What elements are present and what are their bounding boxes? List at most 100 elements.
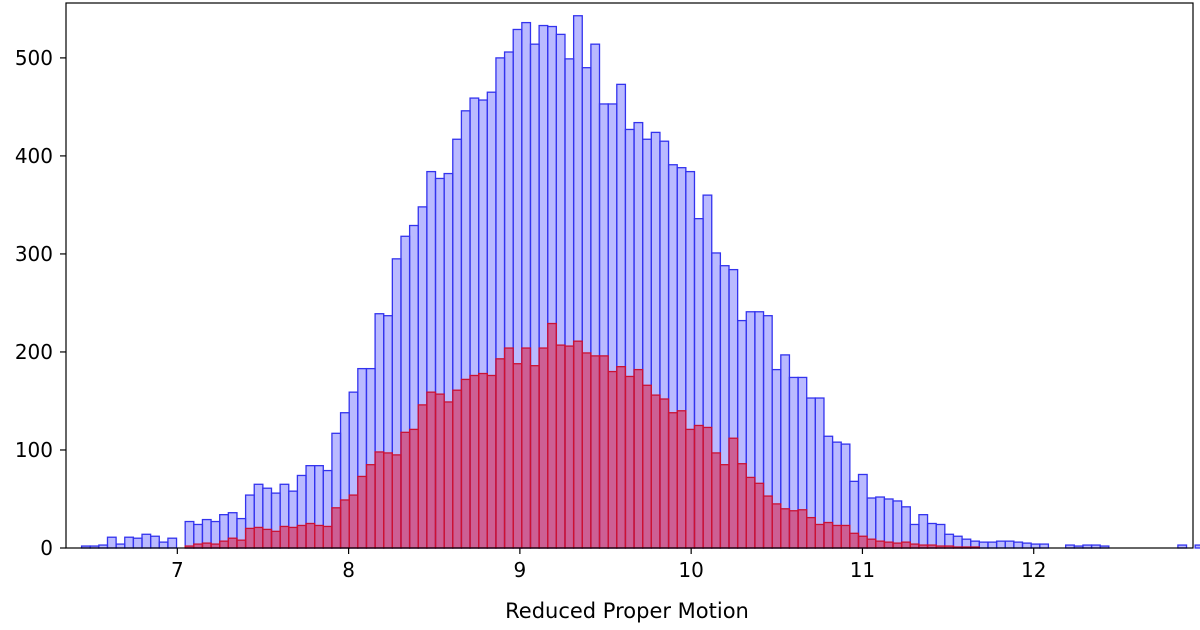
bar-red	[348, 494, 359, 549]
bar-red	[866, 538, 877, 549]
bar-red	[590, 355, 601, 549]
bar-red	[365, 464, 376, 549]
bar-red	[702, 426, 713, 549]
bar-red	[762, 495, 773, 549]
bar-red	[331, 507, 342, 549]
bar-red	[443, 401, 454, 549]
bar-red	[572, 340, 583, 549]
bar-red	[383, 452, 394, 549]
bar-blue	[926, 522, 937, 549]
bar-red	[667, 412, 678, 549]
bar-blue	[124, 536, 135, 549]
bar-red	[495, 358, 506, 549]
bar-blue	[995, 540, 1006, 549]
bar-red	[339, 499, 350, 549]
x-tick-label: 8	[342, 558, 355, 582]
bar-red	[555, 344, 566, 549]
bar-red	[322, 525, 333, 549]
bar-red	[892, 542, 903, 549]
bar-red	[814, 523, 825, 549]
x-tick-label: 11	[850, 558, 875, 582]
bar-red	[624, 375, 635, 549]
bar-red	[736, 463, 747, 549]
bar-red	[564, 345, 575, 549]
bar-red	[685, 428, 696, 549]
bar-blue	[1013, 541, 1024, 549]
bar-red	[452, 389, 463, 549]
axes: 7 8 9 10 11 12 0 100 200 300 400 500	[15, 2, 1194, 582]
bar-red	[693, 424, 704, 549]
y-tick-label: 0	[40, 536, 53, 560]
bar-blue	[918, 514, 929, 549]
bar-red	[227, 537, 238, 549]
bar-blue	[158, 541, 169, 549]
bar-red	[849, 532, 860, 549]
bar-red	[253, 526, 264, 549]
bar-red	[581, 352, 592, 549]
bar-red	[650, 394, 661, 549]
bar-red	[469, 374, 480, 549]
bar-red	[831, 524, 842, 549]
bar-red	[806, 516, 816, 549]
bar-red	[201, 542, 212, 549]
bar-red	[262, 528, 273, 549]
bar-red	[659, 398, 670, 549]
bar-red	[391, 454, 402, 549]
bar-red	[780, 508, 791, 549]
bar-red	[728, 437, 739, 549]
bar-red	[883, 541, 894, 549]
y-tick-label: 300	[15, 242, 53, 266]
bar-blue	[883, 498, 894, 549]
x-tick-label: 10	[678, 558, 703, 582]
bar-red	[296, 524, 307, 549]
bar-blue	[1004, 540, 1015, 549]
bar-blue	[184, 520, 195, 549]
bar-blue	[141, 533, 152, 549]
bar-red	[616, 366, 627, 549]
plot-frame	[65, 2, 1194, 549]
bar-red	[711, 452, 722, 549]
bar-red	[434, 393, 445, 549]
bar-blue	[892, 500, 903, 549]
bar-red	[598, 355, 609, 549]
bar-blue	[952, 535, 963, 549]
bar-red	[219, 540, 229, 549]
bar-red	[538, 347, 549, 549]
bar-red	[374, 451, 385, 549]
x-tick-label: 9	[514, 558, 527, 582]
bar-red	[486, 374, 497, 549]
bar-blue	[935, 523, 946, 549]
bar-red	[676, 410, 687, 549]
bar-red	[270, 530, 281, 549]
bar-red	[771, 503, 782, 549]
bar-red	[642, 384, 652, 549]
bar-red	[503, 347, 514, 549]
bar-blue	[1021, 542, 1032, 549]
series-blue-bars	[80, 15, 1200, 549]
x-axis-label: Reduced Proper Motion	[505, 599, 749, 623]
series-red-bars	[184, 322, 980, 549]
bar-red	[236, 539, 247, 549]
bar-red	[400, 431, 411, 549]
bar-blue	[106, 536, 117, 549]
bar-red	[745, 476, 756, 549]
bar-red	[633, 368, 644, 549]
bar-red	[901, 541, 911, 549]
bar-red	[408, 428, 419, 549]
bar-red	[426, 391, 437, 549]
bar-red	[875, 540, 886, 549]
y-tick-label: 400	[15, 144, 53, 168]
bar-red	[857, 535, 868, 549]
bar-red	[417, 404, 428, 549]
bar-red	[279, 525, 290, 549]
bar-blue	[167, 537, 178, 549]
bar-red	[314, 524, 324, 549]
bar-red	[529, 365, 540, 549]
bar-blue	[1194, 544, 1200, 549]
bar-blue	[987, 541, 998, 549]
bar-red	[547, 322, 558, 549]
bar-red	[305, 522, 316, 549]
bar-blue	[132, 537, 143, 549]
bar-red	[460, 378, 471, 549]
